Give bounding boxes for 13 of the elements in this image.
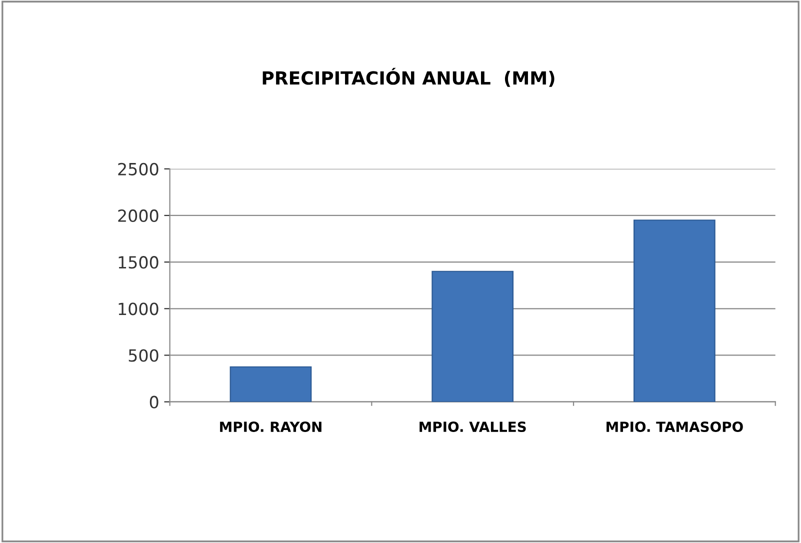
- chart-title: PRECIPITACIÓN ANUAL (MM): [262, 68, 554, 87]
- x-tick-label: MPIO. TAMASOPO: [606, 422, 743, 432]
- y-tick-label: 2500: [118, 162, 158, 176]
- x-tick-label: MPIO. RAYON: [220, 422, 322, 432]
- bar: [432, 270, 514, 402]
- bar: [230, 366, 312, 402]
- y-tick-label: 1000: [118, 302, 158, 316]
- y-tick-label: 2000: [118, 209, 158, 222]
- y-tick-label: 500: [128, 349, 158, 362]
- x-tick-label: MPIO. VALLES: [420, 422, 526, 432]
- bar: [634, 220, 716, 402]
- y-tick-label: 0: [150, 396, 158, 408]
- y-tick-label: 1500: [118, 256, 158, 269]
